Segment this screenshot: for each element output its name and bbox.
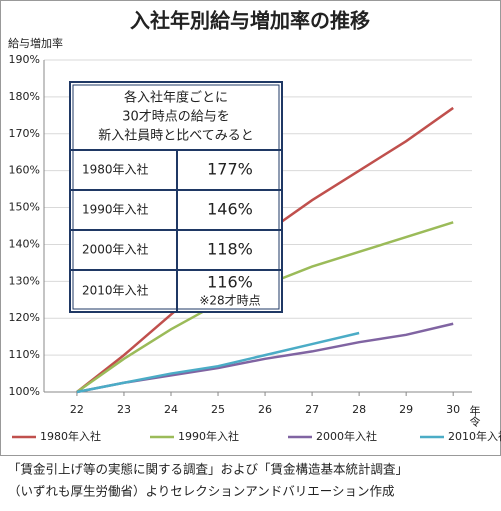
- y-tick-label: 160%: [9, 164, 40, 177]
- y-tick-label: 110%: [9, 348, 40, 361]
- table-heading: 30才時点の給与を: [122, 110, 230, 125]
- table-cell: 116%: [207, 273, 253, 292]
- legend-label: 2000年入社: [316, 429, 377, 443]
- x-tick-label: 26: [258, 403, 272, 416]
- x-axis-label: 年令: [468, 404, 481, 428]
- series-line: [76, 331, 360, 394]
- y-tick-label: 150%: [9, 201, 40, 214]
- table-cell: 1990年入社: [82, 202, 149, 217]
- x-tick-label: 23: [117, 403, 131, 416]
- x-tick-label: 22: [70, 403, 84, 416]
- y-axis-label: 給与増加率: [8, 36, 63, 50]
- table-note: ※28才時点: [199, 294, 260, 308]
- table-cell: 2010年入社: [82, 283, 149, 298]
- table-cell: 177%: [207, 160, 253, 179]
- table-cell: 2000年入社: [82, 242, 149, 257]
- x-tick-label: 28: [352, 403, 366, 416]
- y-tick-label: 120%: [9, 311, 40, 324]
- x-tick-label: 25: [211, 403, 225, 416]
- y-tick-label: 190%: [9, 53, 40, 66]
- y-tick-label: 100%: [9, 385, 40, 398]
- footnote: 「賃金引上げ等の実態に関する調査」および「賃金構造基本統計調査」: [8, 462, 408, 477]
- table-heading: 各入社年度ごとに: [124, 90, 228, 106]
- y-tick-label: 180%: [9, 90, 40, 103]
- table-heading: 新入社員時と比べてみると: [98, 128, 253, 144]
- x-tick-label: 30: [446, 403, 460, 416]
- table-cell: 118%: [207, 240, 253, 259]
- x-tick-label: 24: [164, 403, 178, 416]
- legend-label: 1980年入社: [40, 429, 101, 443]
- legend-label: 2010年入社: [448, 429, 501, 443]
- y-tick-label: 140%: [9, 237, 40, 250]
- x-tick-label: 29: [399, 403, 413, 416]
- y-tick-label: 170%: [9, 127, 40, 140]
- table-cell: 1980年入社: [82, 162, 149, 177]
- footnote: （いずれも厚生労働省）よりセレクションアンドバリエーション作成: [8, 484, 395, 499]
- legend-label: 1990年入社: [178, 429, 239, 443]
- table-cell: 146%: [207, 200, 253, 219]
- y-tick-label: 130%: [9, 274, 40, 287]
- chart-title: 入社年別給与増加率の推移: [130, 9, 370, 33]
- x-tick-label: 27: [305, 403, 319, 416]
